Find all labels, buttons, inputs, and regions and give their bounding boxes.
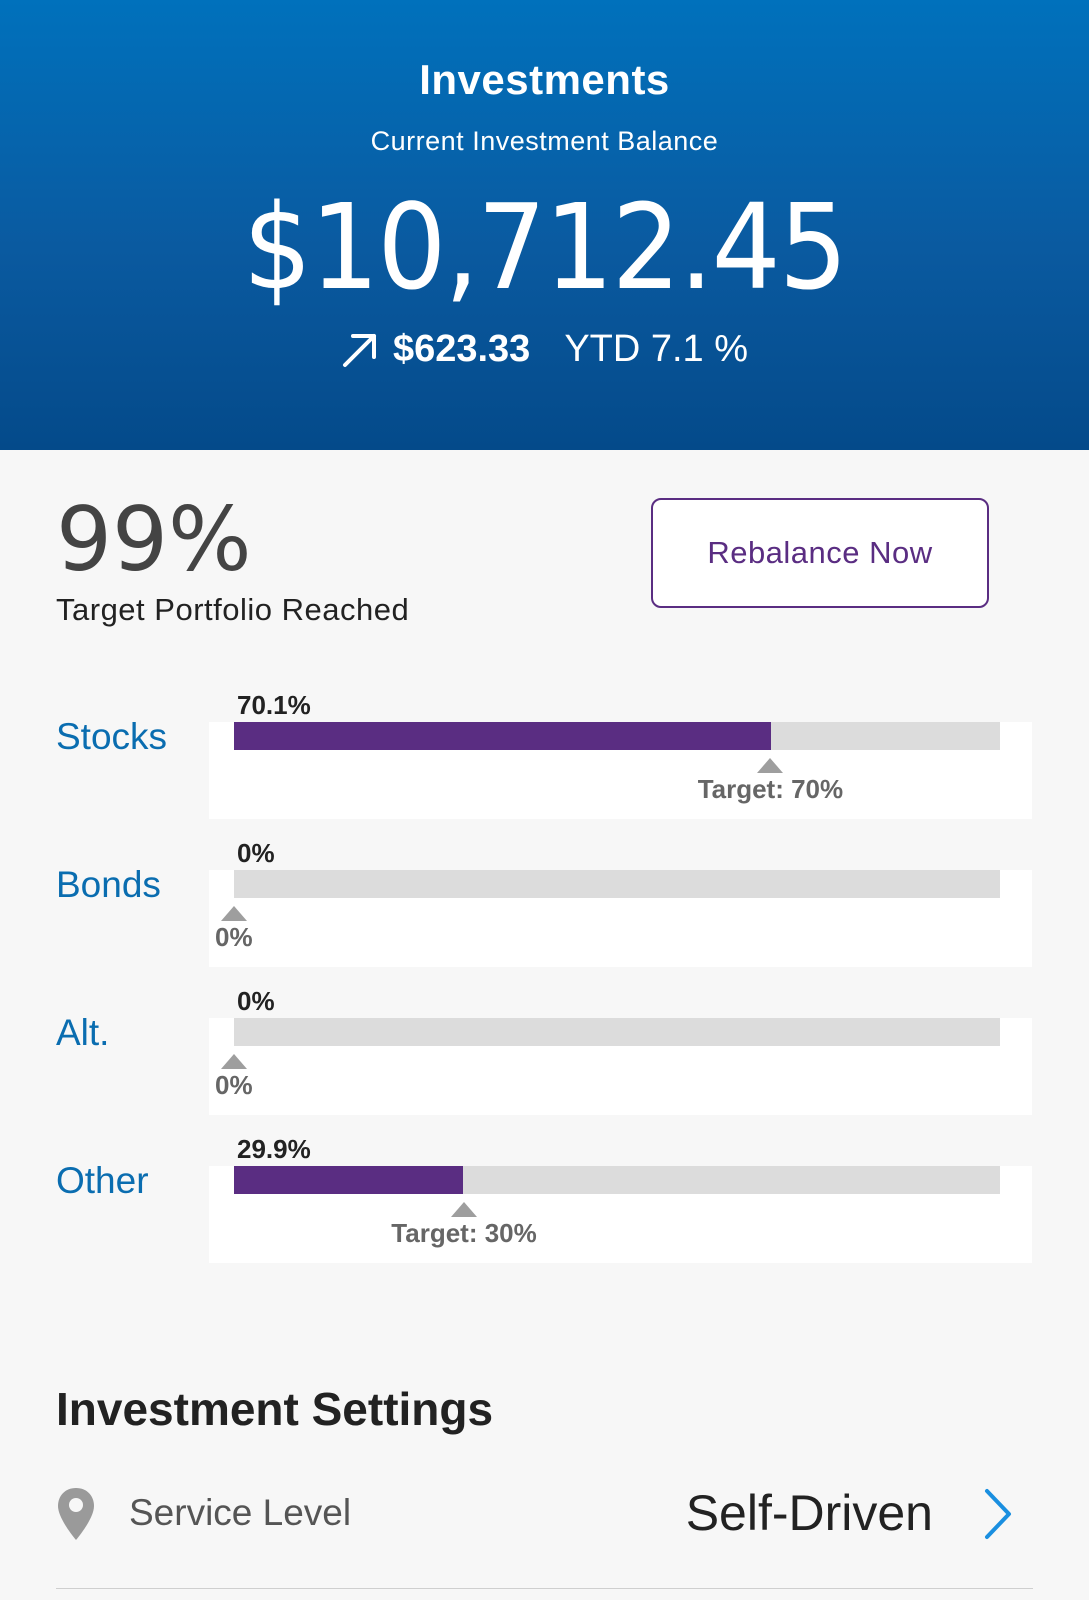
settings-title: Investment Settings (56, 1383, 494, 1435)
gain-amount: $623.33 (392, 328, 531, 370)
target-marker-icon (450, 1202, 477, 1217)
allocation-label[interactable]: Bonds (56, 864, 161, 905)
target-label: 0% (215, 1070, 253, 1100)
allocation-label[interactable]: Alt. (56, 1012, 110, 1053)
allocation-bar-track (234, 1166, 1000, 1194)
target-marker-icon (757, 758, 784, 773)
allocation-value: 0% (237, 986, 275, 1016)
allocation-row-bonds: Bonds 0% 0% (0, 830, 1089, 975)
allocation-bar-fill (234, 722, 771, 750)
ytd-return: YTD 7.1 % (564, 328, 749, 370)
allocation-label[interactable]: Other (56, 1160, 149, 1201)
allocation-bar-track (234, 870, 1000, 898)
target-progress-label: Target Portfolio Reached (56, 592, 410, 627)
allocation-bar-track (234, 1018, 1000, 1046)
location-pin-icon (56, 1486, 96, 1547)
gain-summary: $623.33 (341, 328, 530, 371)
rebalance-now-button[interactable]: Rebalance Now (651, 498, 989, 608)
target-progress-percent: 99% (56, 488, 252, 591)
page-title: Investments (419, 56, 670, 103)
allocation-value: 0% (237, 838, 275, 868)
target-label: Target: 30% (391, 1218, 537, 1248)
investment-balance: $10,712.45 (242, 178, 848, 316)
target-label: 0% (215, 922, 253, 952)
allocation-value: 29.9% (237, 1134, 311, 1164)
target-marker-icon (221, 906, 247, 921)
allocation-value: 70.1% (237, 690, 311, 720)
allocation-bar-track (234, 722, 1000, 750)
allocation-row-alt: Alt. 0% 0% (0, 978, 1089, 1123)
chevron-right-icon[interactable] (983, 1488, 1013, 1545)
arrow-up-right-icon (341, 331, 379, 369)
balance-subtitle: Current Investment Balance (370, 126, 719, 156)
target-marker-icon (221, 1054, 247, 1069)
target-label: Target: 70% (697, 774, 844, 804)
allocation-row-other: Other 29.9% Target: 30% (0, 1126, 1089, 1271)
balance-header: Investments Current Investment Balance $… (0, 0, 1089, 450)
allocation-bar-fill (234, 1166, 464, 1194)
service-level-label: Service Level (129, 1492, 352, 1533)
allocation-row-stocks: Stocks 70.1% Target: 70% (0, 682, 1089, 827)
settings-item-service-level[interactable]: Service Level Self-Driven (56, 1478, 1033, 1589)
allocation-label[interactable]: Stocks (56, 716, 168, 757)
gain-row: $623.33 YTD 7.1 % (0, 328, 1089, 371)
service-level-value: Self-Driven (685, 1485, 933, 1541)
